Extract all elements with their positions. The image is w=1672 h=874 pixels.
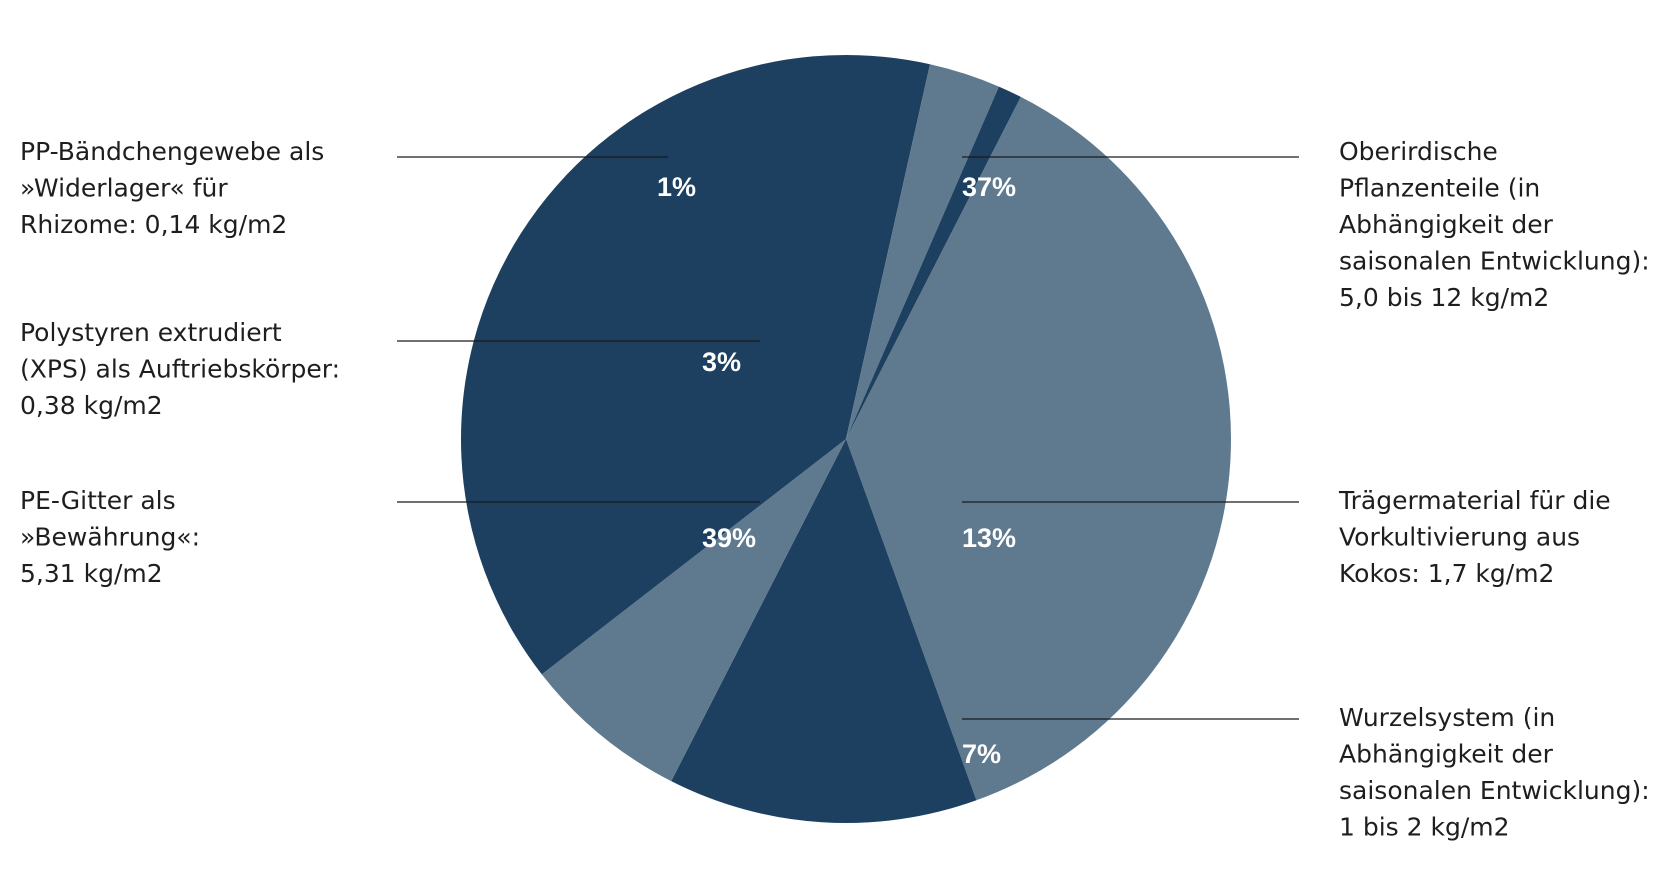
slice-label-5-line-3: 0,38 kg/m2 — [20, 391, 163, 420]
slice-label-4-line-3: 5,31 kg/m2 — [20, 559, 163, 588]
pie-slice-4 — [460, 55, 930, 675]
slice-label-2-line-3: Kokos: 1,7 kg/m2 — [1339, 559, 1554, 588]
slice-label-1-line-3: Abhängigkeit der — [1339, 210, 1554, 239]
pie-slice-2 — [671, 439, 977, 824]
slice-label-5: Polystyren extrudiert (XPS) als Auftriebs… — [20, 318, 340, 420]
slice-label-6-line-3: Rhizome: 0,14 kg/m2 — [20, 210, 287, 239]
pie-slice-5 — [846, 64, 999, 439]
slice-label-1-line-1: Oberirdische — [1339, 137, 1498, 166]
percent-label-4: 39% — [702, 523, 756, 553]
slice-label-2-line-1: Trägermaterial für die — [1338, 486, 1611, 515]
slice-label-2-line-2: Vorkultivierung aus — [1339, 523, 1580, 552]
slice-label-5-line-1: Polystyren extrudiert — [20, 318, 282, 347]
slice-label-1-line-2: Pflanzenteile (in — [1339, 174, 1540, 203]
slice-label-3-line-1: Wurzelsystem (in — [1339, 703, 1555, 732]
percent-label-2: 13% — [962, 523, 1016, 553]
percent-label-3: 7% — [962, 739, 1001, 769]
pie-slices — [460, 55, 1232, 824]
slice-label-2: Trägermaterial für die Vorkultivierung au… — [1338, 486, 1611, 588]
percent-label-1: 37% — [962, 172, 1016, 202]
slice-label-3-line-2: Abhängigkeit der — [1339, 740, 1554, 769]
percent-label-5: 3% — [702, 347, 741, 377]
pie-slice-6 — [846, 86, 1021, 439]
leader-lines — [397, 156, 1299, 720]
slice-label-3-line-3: saisonalen Entwicklung): — [1339, 776, 1650, 805]
percent-labels: 37% 13% 7% 39% 3% 1% — [657, 172, 1016, 769]
slice-label-3-line-4: 1 bis 2 kg/m2 — [1339, 813, 1510, 842]
slice-label-3: Wurzelsystem (in Abhängigkeit der saisonal… — [1339, 703, 1650, 842]
slice-label-1: Oberirdische Pflanzenteile (in Abhängigkei… — [1339, 137, 1650, 312]
slice-label-1-line-5: 5,0 bis 12 kg/m2 — [1339, 283, 1549, 312]
slice-labels: Oberirdische Pflanzenteile (in Abhängigkei… — [20, 137, 1650, 842]
slice-label-6-line-1: PP-Bändchengewebe als — [20, 137, 324, 166]
slice-label-4: PE-Gitter als »Bewährung«: 5,31 kg/m2 — [20, 486, 200, 588]
slice-label-6-line-2: »Widerlager« für — [20, 174, 228, 203]
slice-label-1-line-4: saisonalen Entwicklung): — [1339, 247, 1650, 276]
pie-slice-1 — [846, 96, 1232, 801]
slice-label-4-line-1: PE-Gitter als — [20, 486, 176, 515]
slice-label-4-line-2: »Bewährung«: — [20, 523, 200, 552]
slice-label-6: PP-Bändchengewebe als »Widerlager« für Rhi… — [20, 137, 324, 239]
pie-slice-3 — [541, 439, 846, 782]
slice-label-5-line-2: (XPS) als Auftriebskörper: — [20, 355, 340, 384]
percent-label-6: 1% — [657, 172, 696, 202]
